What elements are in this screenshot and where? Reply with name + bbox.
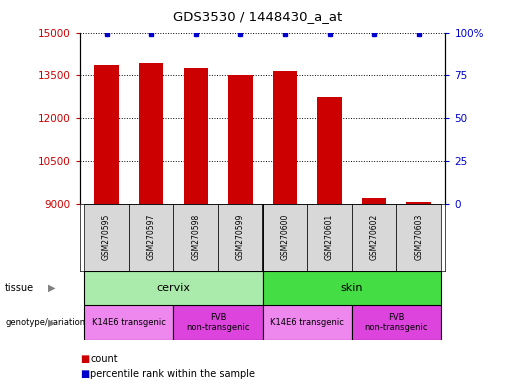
Text: K14E6 transgenic: K14E6 transgenic xyxy=(270,318,344,327)
Text: ■: ■ xyxy=(80,369,89,379)
Bar xyxy=(263,305,352,340)
Bar xyxy=(94,65,119,204)
Text: cervix: cervix xyxy=(157,283,191,293)
Text: tissue: tissue xyxy=(5,283,35,293)
Bar xyxy=(272,71,297,204)
Text: ▶: ▶ xyxy=(48,318,55,328)
Bar xyxy=(362,198,386,204)
Text: GSM270599: GSM270599 xyxy=(236,214,245,260)
Bar xyxy=(84,204,129,271)
Text: skin: skin xyxy=(340,283,363,293)
Text: genotype/variation: genotype/variation xyxy=(5,318,85,327)
Text: GSM270601: GSM270601 xyxy=(325,214,334,260)
Text: GSM270602: GSM270602 xyxy=(370,214,379,260)
Bar xyxy=(228,75,253,204)
Text: FVB
non-transgenic: FVB non-transgenic xyxy=(365,313,428,332)
Text: ▶: ▶ xyxy=(48,283,55,293)
Bar xyxy=(174,305,263,340)
Bar xyxy=(84,305,174,340)
Text: GSM270597: GSM270597 xyxy=(147,214,156,260)
Bar xyxy=(183,68,208,204)
Bar xyxy=(139,63,163,204)
Bar xyxy=(397,204,441,271)
Bar xyxy=(263,204,307,271)
Text: GSM270595: GSM270595 xyxy=(102,214,111,260)
Text: GSM270600: GSM270600 xyxy=(281,214,289,260)
Text: count: count xyxy=(90,354,118,364)
Text: FVB
non-transgenic: FVB non-transgenic xyxy=(186,313,250,332)
Text: GDS3530 / 1448430_a_at: GDS3530 / 1448430_a_at xyxy=(173,10,342,23)
Bar xyxy=(218,204,263,271)
Bar xyxy=(263,271,441,305)
Text: GSM270598: GSM270598 xyxy=(191,214,200,260)
Text: K14E6 transgenic: K14E6 transgenic xyxy=(92,318,166,327)
Bar xyxy=(406,202,431,204)
Text: ■: ■ xyxy=(80,354,89,364)
Bar xyxy=(174,204,218,271)
Bar xyxy=(307,204,352,271)
Bar xyxy=(352,305,441,340)
Text: GSM270603: GSM270603 xyxy=(414,214,423,260)
Bar xyxy=(129,204,174,271)
Bar xyxy=(317,97,342,204)
Bar xyxy=(84,271,263,305)
Text: percentile rank within the sample: percentile rank within the sample xyxy=(90,369,255,379)
Bar xyxy=(352,204,397,271)
